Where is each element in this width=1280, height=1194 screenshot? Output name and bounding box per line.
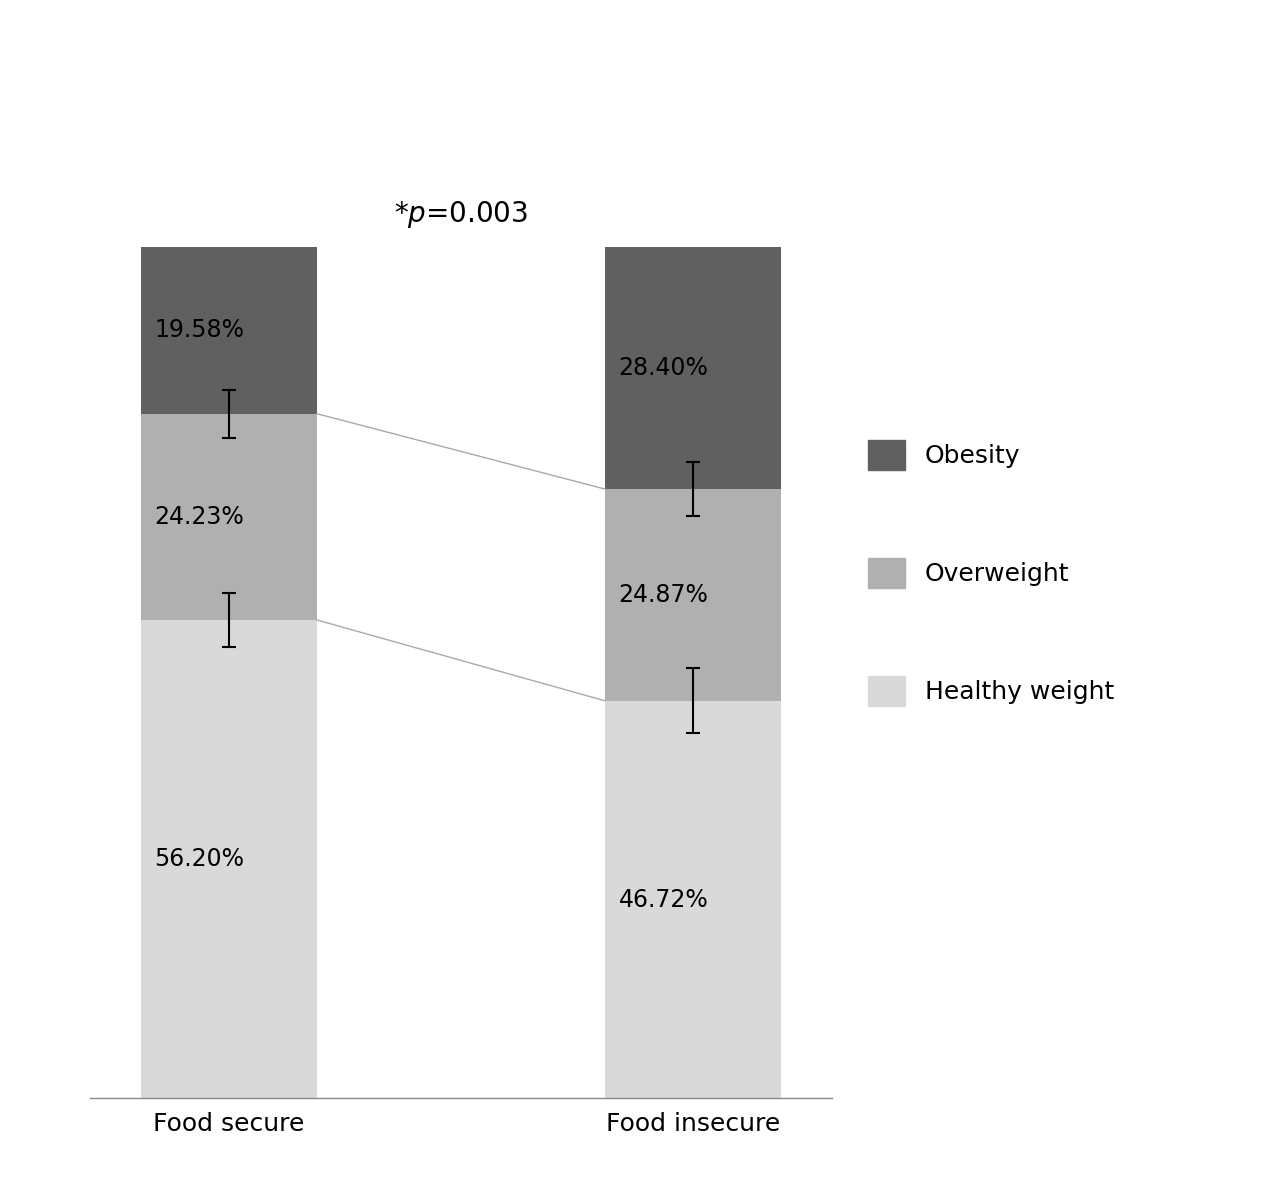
Text: 19.58%: 19.58% — [155, 319, 244, 343]
Text: $*p$=0.003: $*p$=0.003 — [394, 199, 527, 230]
Text: 46.72%: 46.72% — [618, 887, 708, 911]
Text: 24.23%: 24.23% — [155, 505, 244, 529]
Bar — [604, 247, 781, 490]
Bar — [604, 490, 781, 701]
Bar — [141, 247, 317, 413]
Text: 24.87%: 24.87% — [618, 583, 708, 607]
Legend: Obesity, Overweight, Healthy weight: Obesity, Overweight, Healthy weight — [858, 430, 1124, 716]
Bar — [604, 701, 781, 1098]
Text: 56.20%: 56.20% — [155, 848, 244, 872]
Bar — [141, 413, 317, 620]
Bar — [141, 620, 317, 1098]
Text: 28.40%: 28.40% — [618, 356, 708, 380]
